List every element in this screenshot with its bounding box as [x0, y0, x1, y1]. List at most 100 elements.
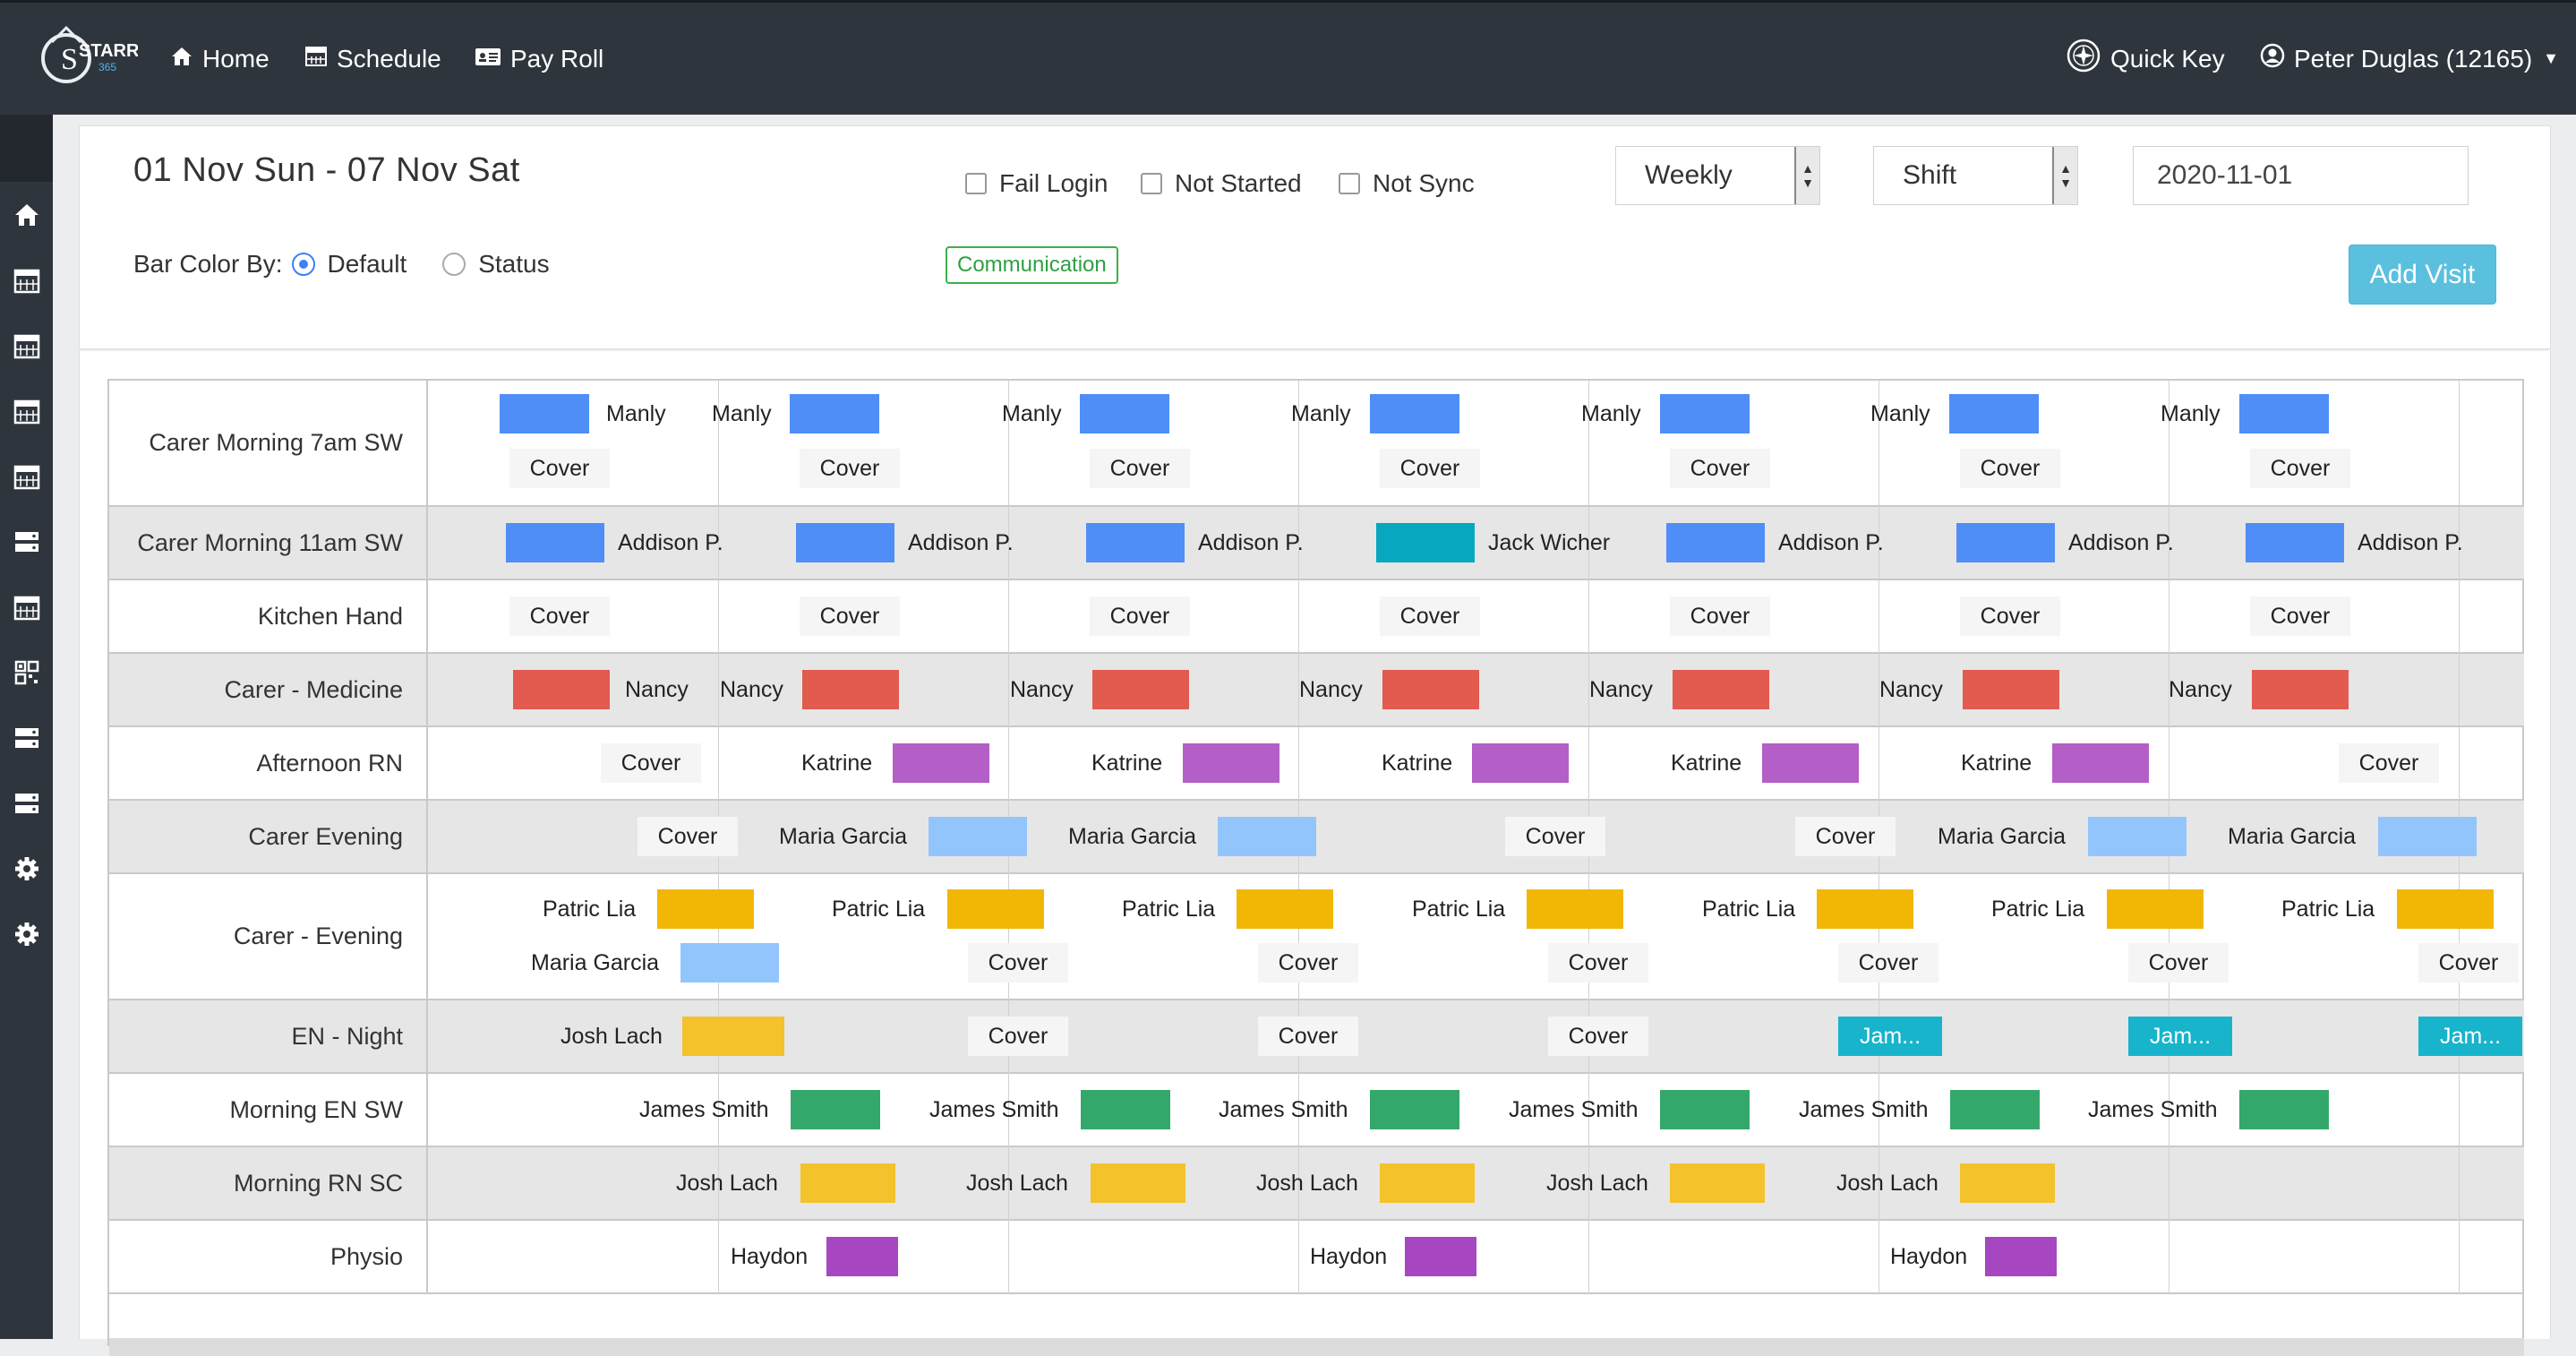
cover-slot[interactable]: Cover	[1548, 1017, 1648, 1056]
cover-slot[interactable]: Cover	[638, 817, 738, 856]
staff-name[interactable]: Manly	[1002, 400, 1062, 426]
shift-bar[interactable]	[1960, 1163, 2055, 1203]
shift-bar[interactable]	[1183, 743, 1279, 783]
shift-bar[interactable]	[1081, 1090, 1170, 1129]
cover-slot[interactable]: Cover	[800, 449, 900, 488]
shift-bar[interactable]	[2378, 817, 2477, 856]
staff-name[interactable]: Nancy	[1589, 676, 1653, 702]
server-icon[interactable]	[9, 720, 45, 756]
not-started-filter[interactable]: Not Started	[1141, 169, 1302, 198]
staff-name[interactable]: Maria Garcia	[2228, 823, 2357, 849]
staff-name[interactable]: Nancy	[720, 676, 783, 702]
view-select[interactable]: Weekly ▲ ▼	[1615, 146, 1820, 205]
nav-payroll[interactable]: Pay Roll	[475, 3, 603, 115]
checkbox-icon[interactable]	[1339, 173, 1360, 194]
staff-name[interactable]: Manly	[1581, 400, 1641, 426]
staff-name[interactable]: James Smith	[929, 1096, 1059, 1122]
shift-bar[interactable]	[1949, 394, 2039, 433]
shift-bar[interactable]	[2088, 817, 2187, 856]
home-icon[interactable]	[9, 197, 45, 233]
shift-bar[interactable]	[800, 1163, 895, 1203]
staff-name[interactable]: James Smith	[1509, 1096, 1639, 1122]
staff-name[interactable]: James Smith	[1219, 1096, 1348, 1122]
cover-slot[interactable]: Cover	[1960, 596, 2060, 636]
cover-slot[interactable]: Cover	[1505, 817, 1605, 856]
shift-bar[interactable]	[1666, 523, 1765, 562]
staff-name[interactable]: Patric Lia	[832, 896, 926, 922]
shift-bar[interactable]	[1380, 1163, 1475, 1203]
staff-name[interactable]: Nancy	[1299, 676, 1363, 702]
staff-name[interactable]: Manly	[1291, 400, 1351, 426]
cover-slot[interactable]: Cover	[2250, 596, 2350, 636]
shift-bar[interactable]	[680, 943, 779, 983]
default-radio[interactable]	[291, 253, 315, 276]
staff-name[interactable]: James Smith	[639, 1096, 769, 1122]
shift-bar[interactable]	[1670, 1163, 1765, 1203]
add-visit-button[interactable]: Add Visit	[2349, 245, 2496, 305]
cover-slot[interactable]: Cover	[1548, 943, 1648, 983]
staff-name[interactable]: Patric Lia	[2281, 896, 2375, 922]
shift-bar[interactable]	[893, 743, 989, 783]
staff-name[interactable]: Nancy	[625, 676, 689, 702]
staff-name[interactable]: Jack Wicher	[1488, 529, 1611, 555]
status-radio[interactable]	[442, 253, 466, 276]
shift-bar[interactable]	[2397, 889, 2494, 929]
cover-slot[interactable]: Cover	[1670, 449, 1770, 488]
shift-bar[interactable]	[2239, 394, 2329, 433]
staff-name[interactable]: James Smith	[1799, 1096, 1929, 1122]
staff-name[interactable]: Addison P.	[1778, 529, 1884, 555]
shift-bar[interactable]	[1382, 670, 1479, 709]
staff-name[interactable]: Haydon	[731, 1243, 809, 1269]
shift-bar[interactable]	[1086, 523, 1185, 562]
shift-bar-labeled[interactable]: Jam...	[2418, 1017, 2522, 1056]
cover-slot[interactable]: Cover	[1795, 817, 1896, 856]
shift-bar[interactable]	[796, 523, 894, 562]
cover-slot[interactable]: Cover	[1090, 596, 1190, 636]
cover-slot[interactable]: Cover	[1380, 449, 1480, 488]
cover-slot[interactable]: Cover	[1380, 596, 1480, 636]
staff-name[interactable]: Maria Garcia	[531, 949, 660, 975]
calendar-icon[interactable]	[9, 393, 45, 429]
cover-slot[interactable]: Cover	[1960, 449, 2060, 488]
staff-name[interactable]: Addison P.	[908, 529, 1014, 555]
server-icon[interactable]	[9, 524, 45, 560]
shift-bar[interactable]	[1370, 1090, 1459, 1129]
starr-logo[interactable]: S STARR 365	[39, 22, 140, 94]
cover-slot[interactable]: Cover	[1258, 943, 1358, 983]
staff-name[interactable]: Katrine	[1671, 750, 1742, 776]
shift-bar[interactable]	[1218, 817, 1316, 856]
staff-name[interactable]: Patric Lia	[1412, 896, 1506, 922]
calendar-icon[interactable]	[9, 262, 45, 298]
staff-name[interactable]: Addison P.	[1198, 529, 1304, 555]
shift-bar[interactable]	[2246, 523, 2344, 562]
cover-slot[interactable]: Cover	[2418, 943, 2519, 983]
shift-bar[interactable]	[1080, 394, 1169, 433]
shift-bar[interactable]	[947, 889, 1044, 929]
shift-bar[interactable]	[682, 1017, 784, 1056]
staff-name[interactable]: Josh Lach	[561, 1023, 663, 1049]
staff-name[interactable]: Katrine	[1961, 750, 2033, 776]
staff-name[interactable]: Josh Lach	[1256, 1170, 1358, 1196]
shift-bar[interactable]	[1376, 523, 1475, 562]
qrcode-icon[interactable]	[9, 655, 45, 691]
gear-icon[interactable]	[9, 851, 45, 887]
staff-name[interactable]: Manly	[1870, 400, 1930, 426]
cover-slot[interactable]: Cover	[968, 943, 1068, 983]
shift-bar[interactable]	[506, 523, 604, 562]
shift-bar[interactable]	[929, 817, 1027, 856]
shift-bar[interactable]	[1817, 889, 1913, 929]
staff-name[interactable]: Manly	[606, 400, 666, 426]
shift-bar[interactable]	[1092, 670, 1189, 709]
staff-name[interactable]: Nancy	[2169, 676, 2232, 702]
staff-name[interactable]: Patric Lia	[1702, 896, 1796, 922]
staff-name[interactable]: Nancy	[1010, 676, 1074, 702]
staff-name[interactable]: Manly	[2161, 400, 2221, 426]
server-icon[interactable]	[9, 785, 45, 821]
staff-name[interactable]: Patric Lia	[543, 896, 637, 922]
calendar-icon[interactable]	[9, 328, 45, 364]
staff-name[interactable]: Maria Garcia	[1938, 823, 2067, 849]
staff-name[interactable]: Addison P.	[2068, 529, 2174, 555]
shift-bar[interactable]	[1985, 1237, 2057, 1276]
staff-name[interactable]: Katrine	[801, 750, 873, 776]
group-select[interactable]: Shift ▲ ▼	[1873, 146, 2078, 205]
